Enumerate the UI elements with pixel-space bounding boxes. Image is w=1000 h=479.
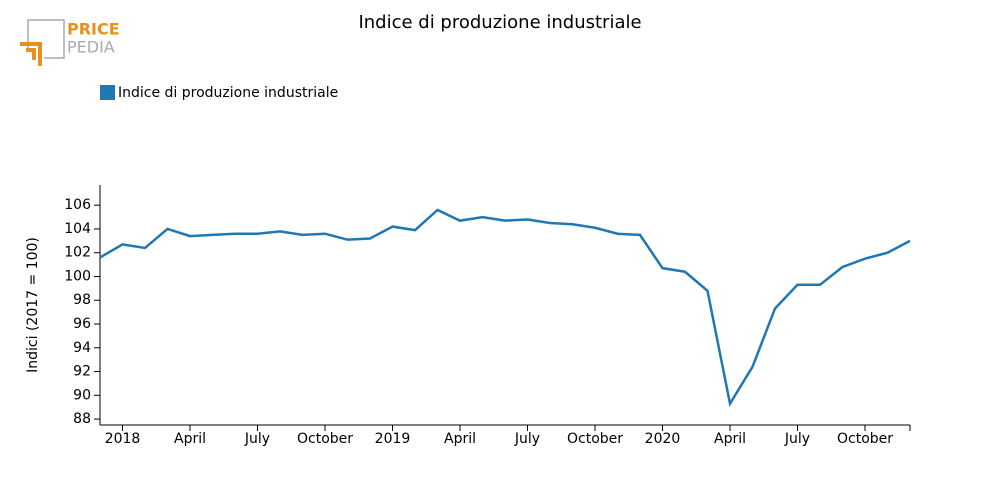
y-tick-label: 92 (73, 364, 91, 380)
x-tick-label: 2019 (375, 431, 411, 447)
chart-title: Indice di produzione industriale (358, 12, 641, 33)
legend-swatch (100, 85, 115, 100)
x-tick-label: July (514, 431, 540, 447)
y-tick-label: 96 (73, 316, 91, 332)
x-tick-label: October (837, 431, 893, 447)
y-tick-label: 90 (73, 387, 91, 403)
x-tick-label: April (714, 431, 746, 447)
logo-text: PRICE (67, 20, 120, 39)
x-tick-label: April (174, 431, 206, 447)
x-tick-label: October (567, 431, 623, 447)
y-tick-label: 100 (64, 268, 91, 284)
line (99, 208, 911, 407)
y-axis-label: Indici (2017 = 100) (25, 237, 41, 373)
y-tick-label: 88 (73, 411, 91, 427)
y-tick-label: 106 (64, 197, 91, 213)
x-tick-label: 2018 (105, 431, 141, 447)
y-tick-label: 94 (73, 340, 91, 356)
logo: PRICE PEDIA (20, 19, 120, 66)
legend-label: Indice di produzione industriale (118, 85, 338, 101)
y-tick-label: 104 (64, 221, 91, 237)
x-tick-label: April (444, 431, 476, 447)
x-tick-label: July (784, 431, 810, 447)
logo-text: PEDIA (67, 38, 115, 57)
y-tick-label: 102 (64, 245, 91, 261)
y-tick-label: 98 (73, 292, 91, 308)
x-tick-label: 2020 (645, 431, 681, 447)
x-tick-label: October (297, 431, 353, 447)
x-tick-label: July (244, 431, 270, 447)
